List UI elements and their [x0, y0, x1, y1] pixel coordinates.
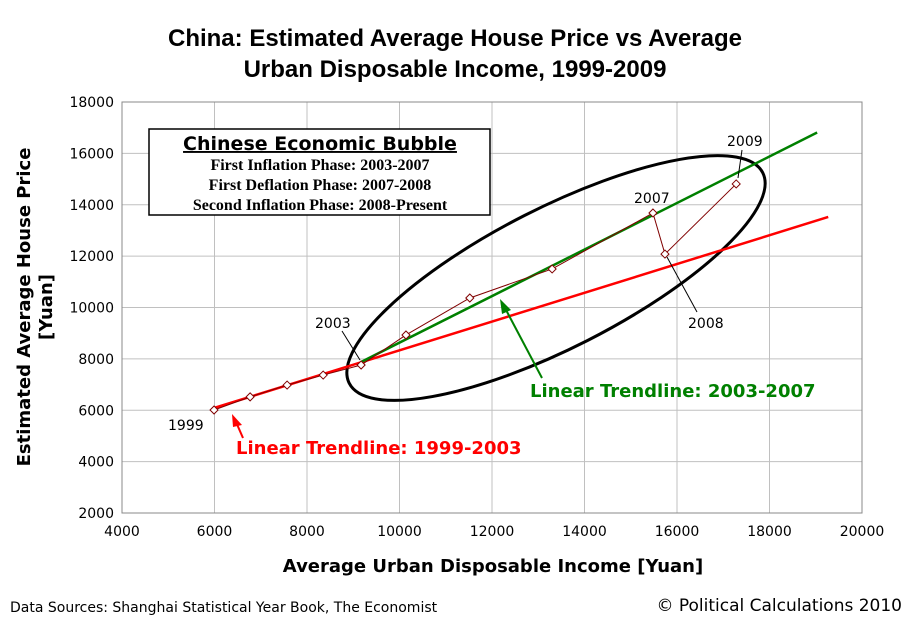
data-point-2009: [731, 179, 741, 189]
trendline-2: [360, 131, 818, 364]
data-point-1999: [209, 405, 219, 415]
trendline-label-red: Linear Trendline: 1999-2003: [236, 438, 522, 459]
data-point-2002: [318, 370, 328, 380]
x-tick-label: 20000: [840, 524, 885, 540]
series-line: [213, 183, 737, 411]
data-point-2003: [356, 360, 366, 370]
x-tick-label: 10000: [377, 524, 422, 540]
data-point-2000: [245, 392, 255, 402]
legend-heading: Chinese Economic Bubble: [183, 133, 457, 155]
arrow-red-head: [232, 414, 242, 427]
y-tick-label: 4000: [78, 455, 114, 471]
x-tick-label: 14000: [562, 524, 607, 540]
leader-2008: [666, 256, 698, 313]
data-point-2001: [282, 380, 292, 390]
y-tick-label: 2000: [78, 506, 114, 522]
footer-copyright: © Political Calculations 2010: [656, 596, 902, 616]
y-tick-label: 16000: [69, 146, 114, 162]
y-tick-label: 18000: [69, 95, 114, 111]
data-point-2008: [660, 249, 670, 259]
footer-sources: Data Sources: Shanghai Statistical Year …: [10, 600, 438, 616]
x-tick-label: 18000: [747, 524, 792, 540]
legend-line-1: First Inflation Phase: 2003-2007: [210, 157, 429, 174]
x-tick-label: 12000: [470, 524, 515, 540]
y-tick-label: 10000: [69, 301, 114, 317]
data-point-2007: [648, 208, 658, 218]
legend-line-3: Second Inflation Phase: 2008-Present: [193, 197, 448, 214]
x-tick-label: 8000: [289, 524, 325, 540]
label-2003: 2003: [315, 316, 351, 332]
ticks: 4000 6000 8000 10000 12000 14000 16000 18000 200…: [69, 95, 884, 540]
chart-title-line2: Urban Disposable Income, 1999-2009: [244, 56, 667, 83]
y-tick-label: 14000: [69, 198, 114, 214]
label-1999: 1999: [168, 418, 204, 434]
arrow-green-head: [500, 299, 511, 314]
bubble-ellipse: [345, 154, 767, 402]
label-2008: 2008: [688, 316, 724, 332]
data-series: [209, 179, 741, 415]
x-tick-label: 16000: [655, 524, 700, 540]
trendline-1: [213, 215, 829, 410]
chart-title-line1: China: Estimated Average House Price vs …: [168, 25, 742, 52]
legend-line-2: First Deflation Phase: 2007-2008: [209, 177, 432, 194]
x-axis-label: Average Urban Disposable Income [Yuan]: [283, 556, 703, 577]
plot-area-border: [121, 101, 863, 514]
x-tick-label: 4000: [104, 524, 140, 540]
arrow-green: [504, 307, 543, 379]
label-2007: 2007: [634, 191, 670, 207]
data-point-2006: [547, 264, 557, 274]
leader-2003: [341, 330, 361, 361]
trendlines: [213, 131, 829, 410]
y-axis-label-line2: [Yuan]: [36, 274, 57, 340]
y-tick-label: 12000: [69, 249, 114, 265]
y-tick-label: 6000: [78, 403, 114, 419]
label-2009: 2009: [727, 134, 763, 150]
leader-2009: [737, 149, 743, 179]
x-tick-label: 6000: [197, 524, 233, 540]
data-point-2004: [401, 330, 411, 340]
y-axis-label-line1: Estimated Average House Price: [14, 148, 35, 467]
annotations: 1999 2003 2007 2008 2009 Linear Trendlin…: [168, 134, 816, 459]
trendline-label-green: Linear Trendline: 2003-2007: [530, 381, 816, 402]
y-tick-label: 8000: [78, 352, 114, 368]
data-point-2005: [465, 293, 475, 303]
legend-box: Chinese Economic Bubble First Inflation …: [148, 128, 491, 216]
